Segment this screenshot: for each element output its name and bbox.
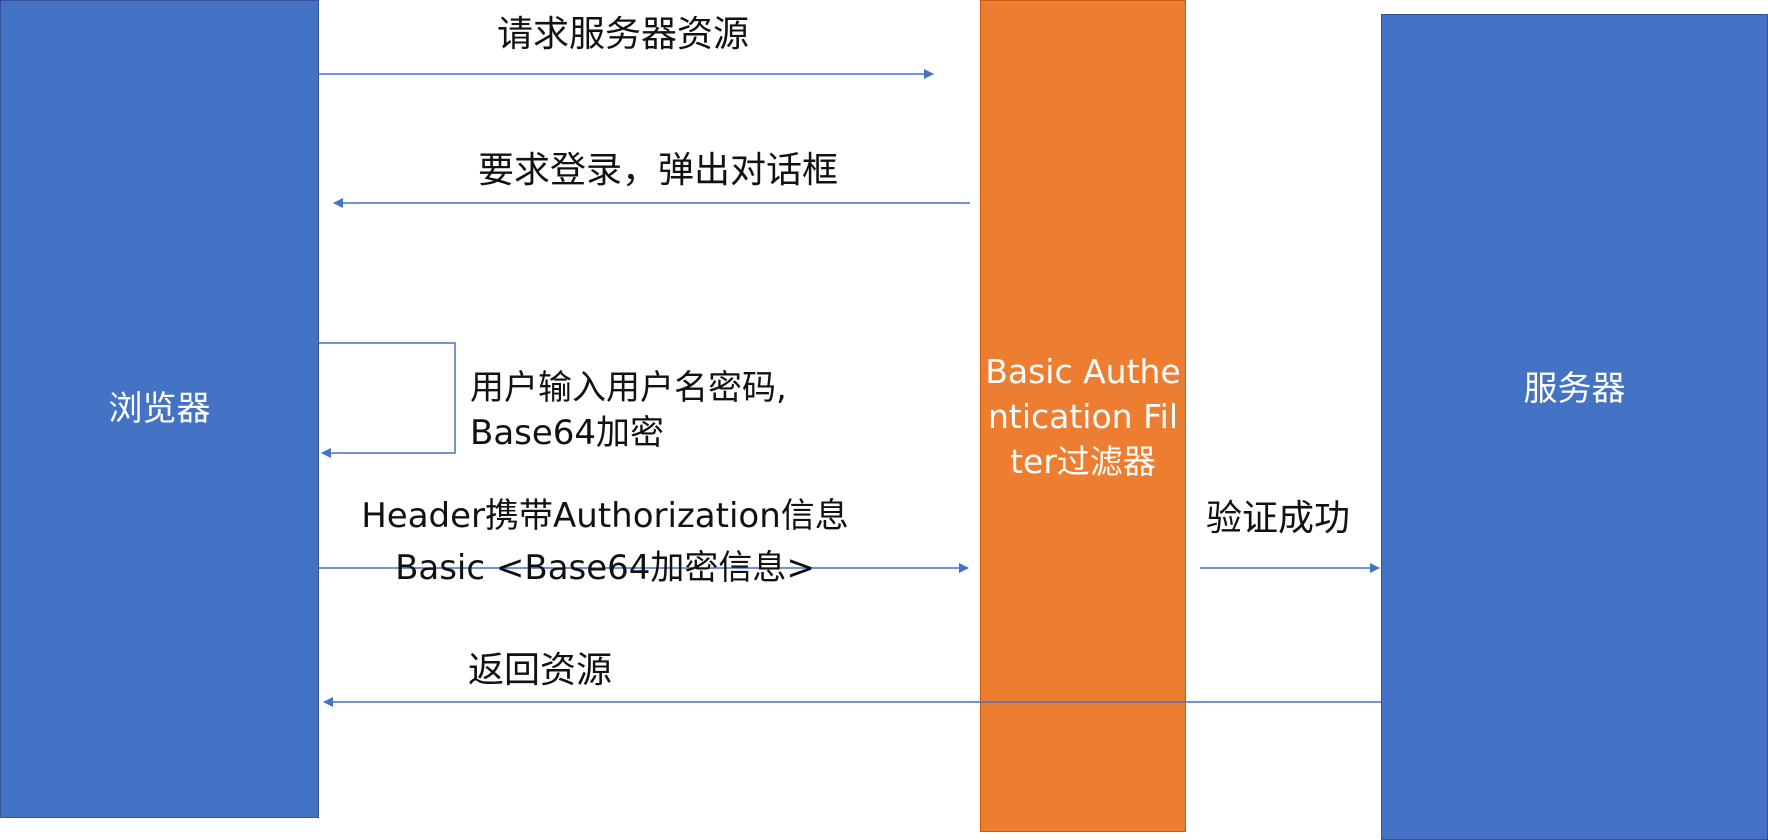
browser-label: 浏览器 xyxy=(108,389,211,429)
browser-box: 浏览器 xyxy=(0,0,319,818)
label-request-resource: 请求服务器资源 xyxy=(497,14,750,55)
label-return-resource: 返回资源 xyxy=(468,650,613,691)
filter-label: Basic Authentication Filter过滤器 xyxy=(985,351,1181,481)
label-require-login: 要求登录，弹出对话框 xyxy=(478,150,839,191)
server-label: 服务器 xyxy=(1523,369,1626,409)
label-header-auth-line2: Basic <Base64加密信息> xyxy=(395,548,815,588)
label-verify-success: 验证成功 xyxy=(1206,498,1351,539)
label-user-input-line2: Base64加密 xyxy=(470,413,665,453)
label-user-input-line1: 用户输入用户名密码, xyxy=(470,368,787,408)
arrow-self-loop xyxy=(319,342,456,458)
label-user-input: 用户输入用户名密码, Base64加密 xyxy=(470,366,787,456)
label-header-auth-line1: Header携带Authorization信息 xyxy=(361,496,849,536)
filter-box: Basic Authentication Filter过滤器 xyxy=(980,0,1186,832)
label-header-auth: Header携带Authorization信息 Basic <Base64加密信… xyxy=(360,494,850,591)
